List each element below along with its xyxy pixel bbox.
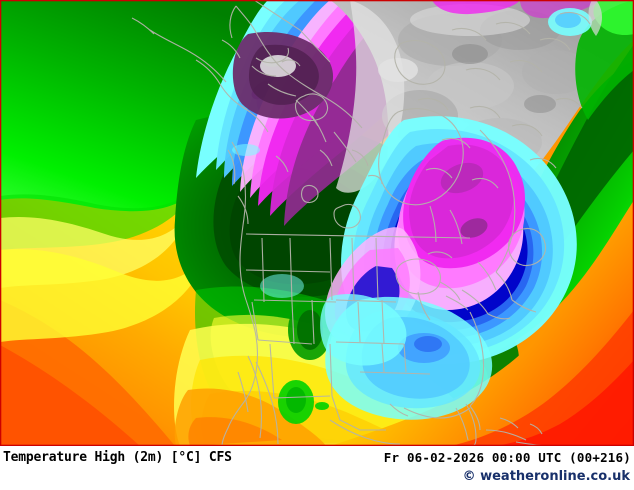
copyright-label: © weatheronline.co.uk <box>462 469 630 484</box>
map-field <box>0 0 634 446</box>
valid-time-label: Fr 06-02-2026 00:00 UTC (00+216) <box>383 450 631 465</box>
map-canvas <box>0 0 634 446</box>
temperature-map[interactable] <box>0 0 634 446</box>
page-title: Temperature High (2m) [°C] CFS <box>3 450 232 465</box>
map-borders <box>131 0 591 446</box>
map-footer: Temperature High (2m) [°C] CFS Fr 06-02-… <box>0 446 634 490</box>
